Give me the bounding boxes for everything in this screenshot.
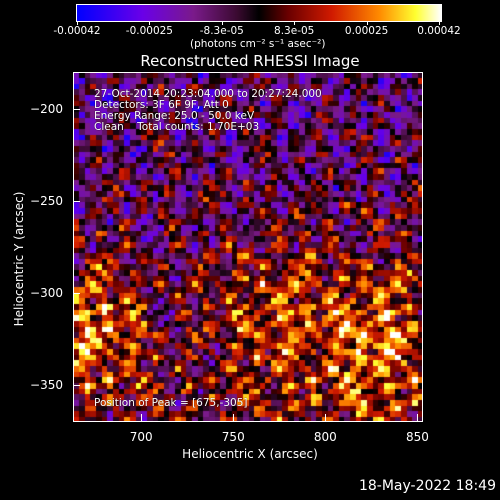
annotation-time-range: 27-Oct-2014 20:23:04.000 to 20:27:24.000 <box>94 88 322 100</box>
heatmap-plot-area <box>73 72 423 422</box>
heatmap-canvas <box>74 73 422 421</box>
x-tick-label: 750 <box>221 430 245 444</box>
y-axis-label: Heliocentric Y (arcsec) <box>12 191 26 327</box>
colorbar-tick-label: -0.00042 <box>53 25 101 37</box>
annotation-energy-range: Energy Range: 25.0 - 50.0 keV <box>94 110 255 122</box>
x-tick-mark <box>141 414 143 421</box>
colorbar-tick-label: 8.3e-05 <box>274 25 315 37</box>
x-tick-label: 850 <box>406 430 429 444</box>
y-tick-mark <box>74 200 80 202</box>
y-tick-mark <box>74 108 80 110</box>
y-tick-label: −250 <box>30 193 63 208</box>
x-tick-mark <box>325 414 327 421</box>
x-tick-mark <box>417 414 419 421</box>
colorbar-tick-label: -8.3e-05 <box>199 25 244 37</box>
annotation-peak-position: Position of Peak = [675,-305] <box>94 397 248 409</box>
colorbar-unit-label: (photons cm⁻² s⁻¹ asec⁻²) <box>190 38 326 50</box>
colorbar-tick-mark <box>294 21 296 25</box>
x-tick-label: 800 <box>313 430 337 444</box>
colorbar <box>76 4 442 22</box>
colorbar-tick-mark <box>77 21 78 25</box>
colorbar-tick-mark <box>439 21 440 25</box>
colorbar-tick-label: -0.00025 <box>125 25 173 37</box>
x-tick-label: 700 <box>129 430 153 444</box>
footer-date: 18-May-2022 18:49 <box>358 478 496 494</box>
colorbar-tick-label: 0.00042 <box>417 25 461 37</box>
colorbar-tick-mark <box>149 21 151 25</box>
y-tick-label: −350 <box>30 378 63 393</box>
y-tick-mark <box>74 385 80 387</box>
colorbar-tick-label: 0.00025 <box>344 25 389 37</box>
y-tick-mark <box>74 293 80 295</box>
x-axis-label: Heliocentric X (arcsec) <box>182 447 318 461</box>
y-tick-label: −300 <box>30 286 63 301</box>
x-tick-mark <box>233 414 235 421</box>
annotation-detectors: Detectors: 3F 6F 9F, Att 0 <box>94 99 229 111</box>
colorbar-tick-mark <box>221 21 223 25</box>
plot-title: Reconstructed RHESSI Image <box>140 52 360 70</box>
y-tick-label: −200 <box>30 101 63 116</box>
colorbar-tick-mark <box>366 21 368 25</box>
annotation-clean-counts: Clean Total counts: 1.70E+03 <box>94 121 260 133</box>
